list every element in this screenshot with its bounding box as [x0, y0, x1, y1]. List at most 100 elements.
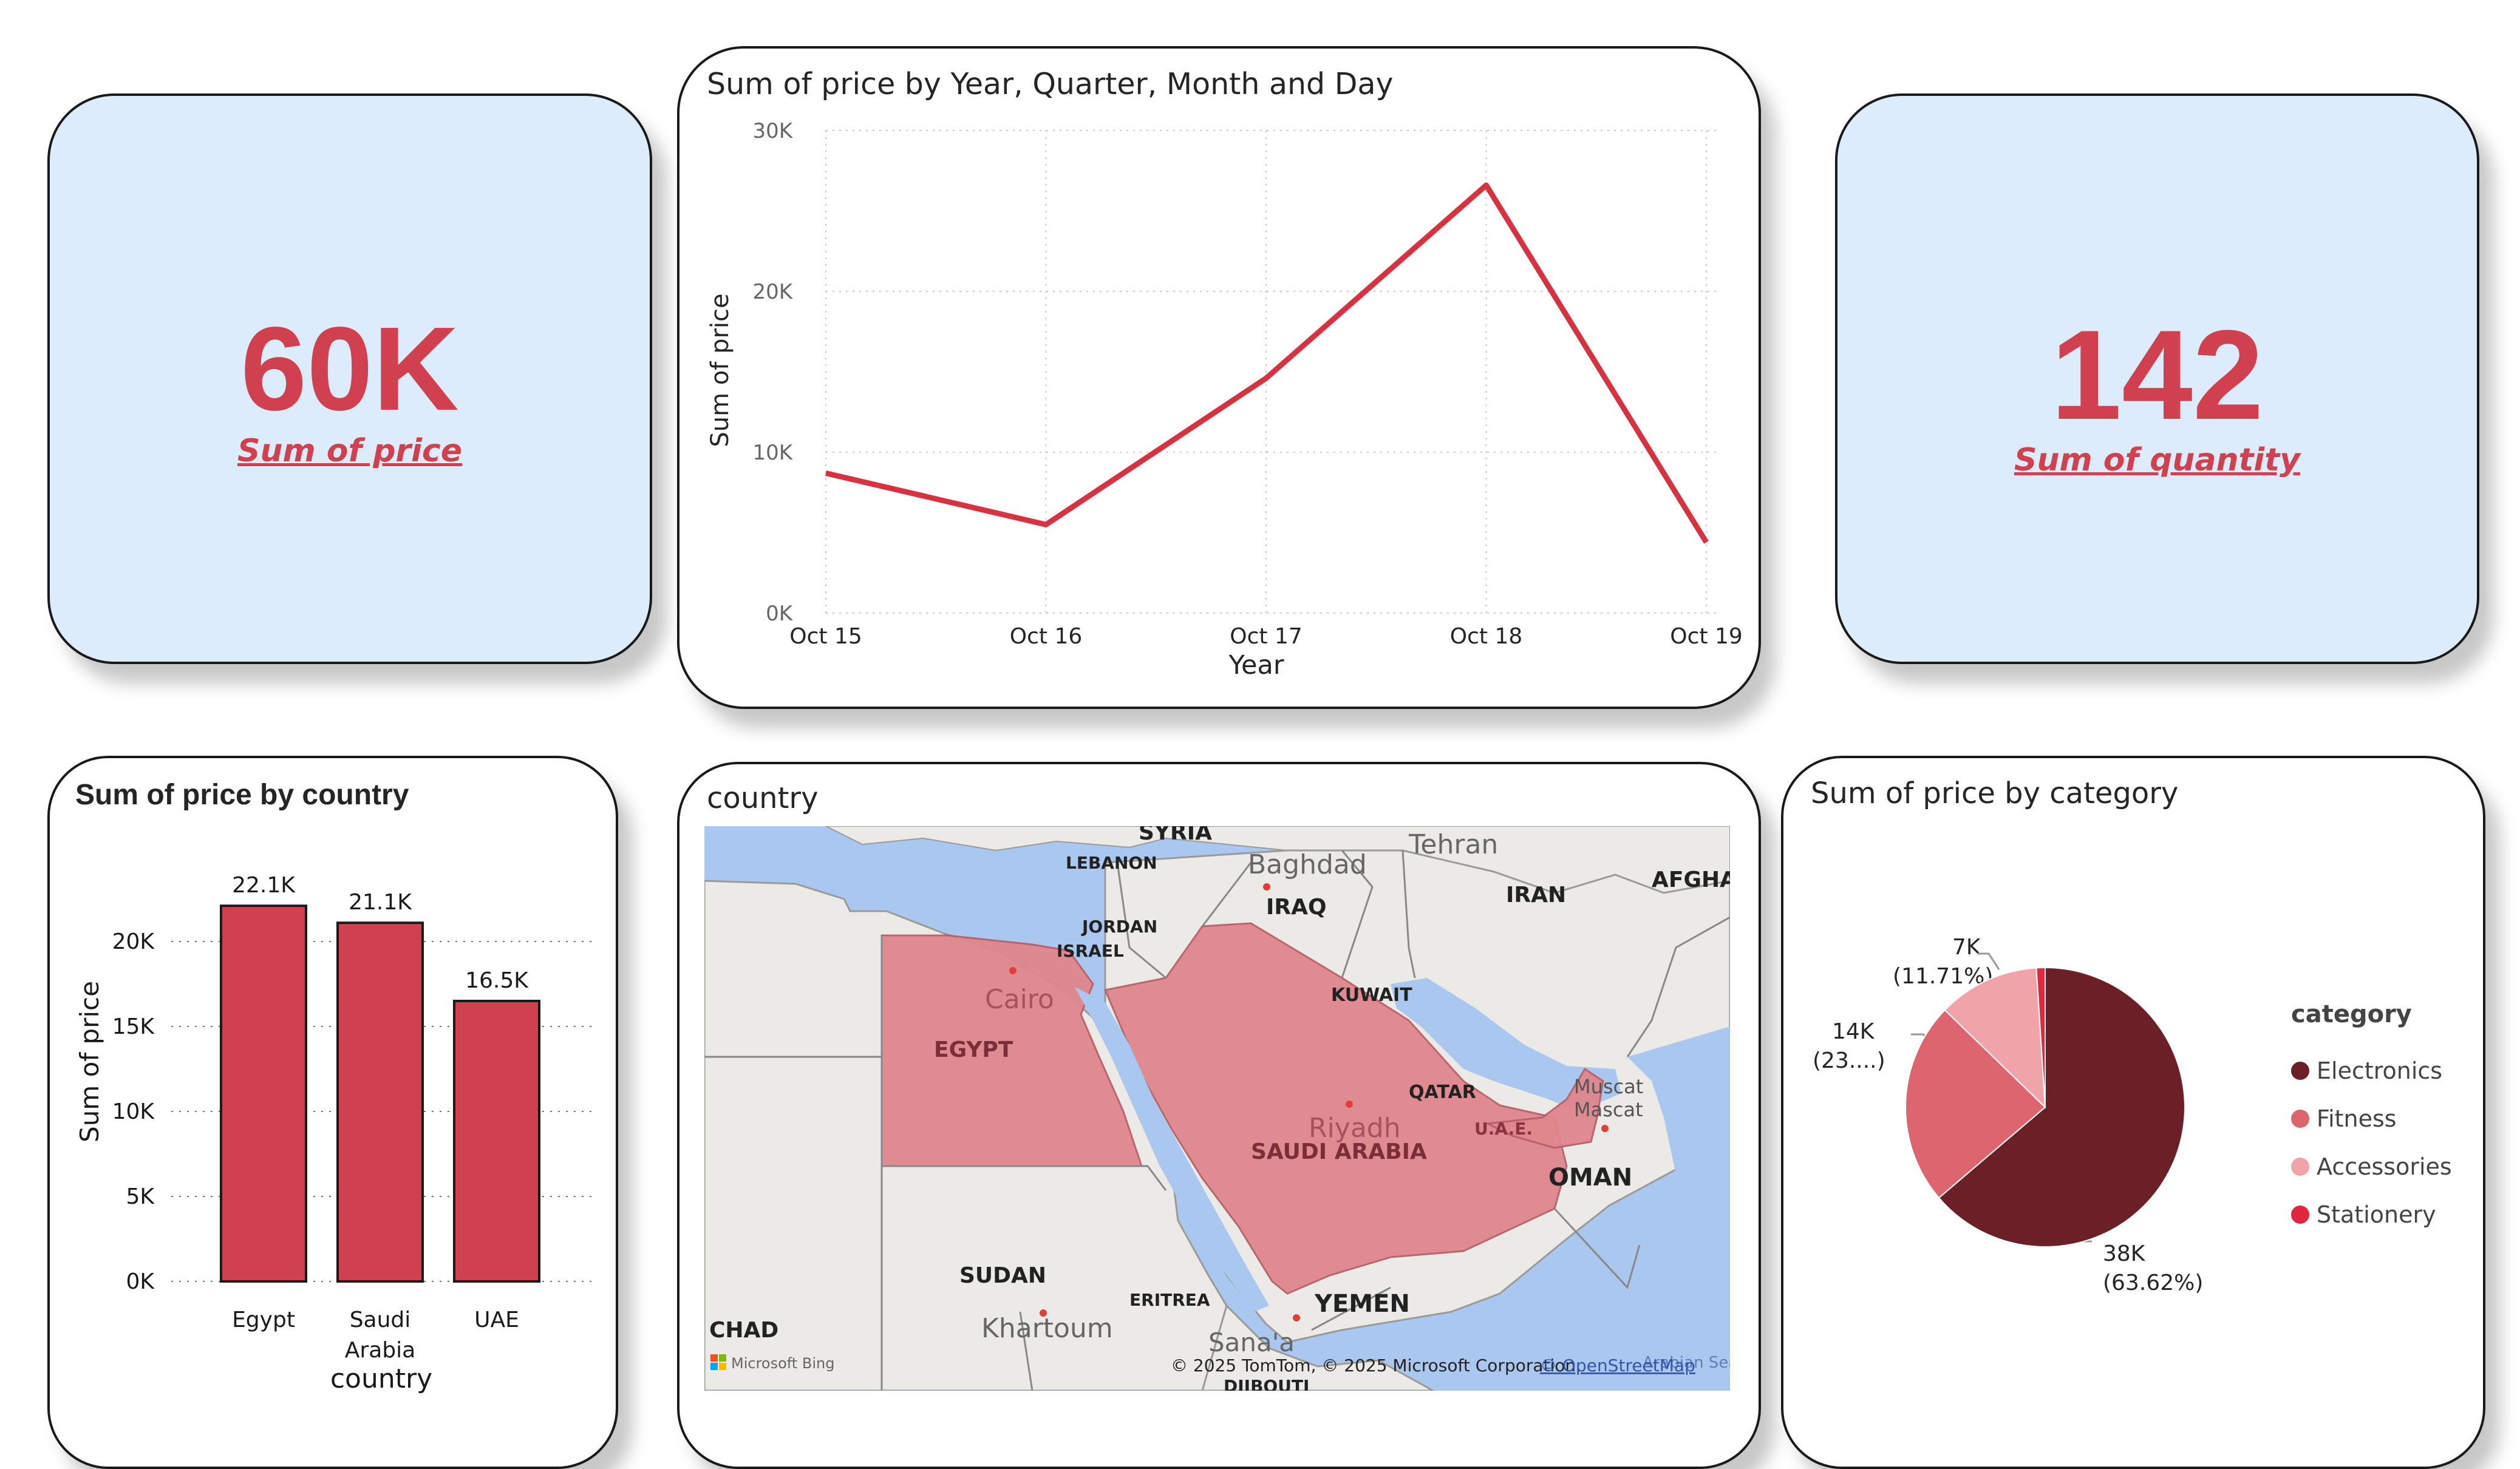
bar-data-label: 22.1K — [232, 873, 296, 898]
pie-leader-7k — [1978, 952, 2000, 970]
bar-y-tick: 15K — [112, 1014, 155, 1039]
map-label-israel: ISRAEL — [1057, 941, 1124, 961]
map-view[interactable]: SYRIA LEBANON JORDAN ISRAEL IRAQ IRAN AF… — [704, 826, 1730, 1391]
microsoft-bing-logo: Microsoft Bing — [710, 1354, 834, 1372]
line-y-tick: 0K — [766, 602, 794, 626]
map-city-dot — [1601, 1125, 1609, 1132]
map-label-egypt: EGYPT — [934, 1037, 1013, 1062]
pie-slice-fitness[interactable] — [1905, 1009, 2046, 1199]
map-city-muscat: Muscat — [1574, 1075, 1643, 1098]
line-chart-y-title: Sum of price — [706, 293, 734, 447]
bar-data-label: 16.5K — [465, 968, 529, 993]
map-city-sanaa: Sana'a — [1208, 1328, 1295, 1357]
pie-slice-electronics[interactable] — [1938, 966, 2185, 1247]
line-series-price[interactable] — [825, 182, 1709, 544]
bar-x-tick: Egypt — [232, 1308, 295, 1332]
legend-label-fitness[interactable]: Fitness — [2317, 1105, 2397, 1132]
kpi-price-value: 60K — [240, 302, 459, 435]
line-chart-plot: Sum of price Year 0K 10K 20K 30K Oct 15 Oct 1… — [706, 119, 1743, 680]
map-city-dot — [1263, 883, 1270, 891]
bar-y-tick: 10K — [112, 1099, 155, 1124]
legend-label-stationery[interactable]: Stationery — [2317, 1201, 2436, 1228]
bar-y-tick: 5K — [126, 1184, 155, 1209]
map-credit: © 2025 TomTom, © 2025 Microsoft Corporat… — [1171, 1355, 1581, 1376]
legend-marker-stationery — [2291, 1206, 2309, 1224]
line-chart-title: Sum of price by Year, Quarter, Month and… — [707, 67, 1394, 101]
bar-chart-plot: Sum of price country 0K 5K 10K 15K 20K 22.1K E… — [75, 873, 591, 1394]
map-label-yemen: YEMEN — [1314, 1290, 1410, 1318]
map-city-mascat: Mascat — [1574, 1098, 1643, 1121]
legend-label-accessories[interactable]: Accessories — [2317, 1153, 2452, 1180]
line-y-tick: 30K — [752, 119, 793, 143]
bar-data-label: 21.1K — [349, 890, 412, 915]
map-region-uae[interactable] — [1484, 1067, 1604, 1149]
map-label-djibouti: DJIBOUTI — [1224, 1376, 1309, 1391]
map-label-arabian-sea: Arabian Sea — [1643, 1354, 1730, 1372]
legend-marker-electronics — [2291, 1062, 2309, 1080]
bar-chart-card[interactable]: Sum of price by country Sum of price cou… — [47, 756, 618, 1469]
map-title: country — [707, 781, 819, 815]
map-label-uae: U.A.E. — [1474, 1119, 1533, 1139]
pie-slice-stationery[interactable] — [2035, 966, 2046, 1108]
pie-chart-plot: 38K (63.62%) 14K (23....) 7K (11.71%) ca… — [1813, 935, 2452, 1295]
map-label-oman: OMAN — [1548, 1164, 1632, 1192]
pie-label-14k-pct: (23....) — [1813, 1048, 1885, 1073]
line-y-tick: 10K — [752, 441, 793, 465]
line-y-tick: 20K — [752, 280, 793, 304]
map-water-gulf — [1391, 978, 1621, 1111]
map-label-kuwait: KUWAIT — [1331, 985, 1412, 1006]
map-credit-link[interactable]: © OpenStreetMap — [1540, 1355, 1695, 1376]
pie-label-38k: 38K — [2103, 1241, 2146, 1266]
map-label-chad: CHAD — [709, 1318, 778, 1343]
bar-x-tick: Arabia — [345, 1338, 415, 1363]
map-water-oman — [1494, 1026, 1730, 1391]
map-city-dot — [1346, 1101, 1353, 1108]
bar-x-tick: UAE — [474, 1308, 519, 1332]
legend-label-electronics[interactable]: Electronics — [2317, 1057, 2442, 1084]
map-city-riyadh: Riyadh — [1309, 1113, 1401, 1144]
line-chart-card[interactable]: Sum of price by Year, Quarter, Month and… — [677, 46, 1761, 709]
bar-uae[interactable] — [453, 1000, 540, 1283]
map-city-baghdad: Baghdad — [1248, 849, 1367, 880]
map-city-khartoum: Khartoum — [981, 1313, 1113, 1344]
legend-marker-fitness — [2291, 1110, 2309, 1128]
map-region-saudi[interactable] — [1103, 922, 1568, 1295]
bar-x-tick: Saudi — [350, 1308, 411, 1332]
map-water-red-sea — [1075, 987, 1269, 1312]
map-city-cairo: Cairo — [985, 984, 1054, 1015]
map-city-dot — [1040, 1309, 1047, 1317]
line-x-tick: Oct 19 — [1670, 624, 1743, 649]
map-label-jordan: JORDAN — [1081, 917, 1157, 937]
bar-saudi-arabia[interactable] — [336, 921, 424, 1283]
map-card[interactable]: country SYRIA LEBANON JORDAN ISRAEL IRAQ — [677, 762, 1761, 1469]
map-land-horn — [1201, 1304, 1435, 1391]
legend-marker-accessories — [2291, 1158, 2309, 1176]
map-label-qatar: QATAR — [1409, 1082, 1476, 1103]
map-city-dot — [1009, 967, 1017, 974]
map-label-afgha: AFGHA — [1652, 867, 1730, 892]
map-city-dot — [1293, 1314, 1300, 1321]
pie-chart-card[interactable]: Sum of price by category 38K (63.62%) 14… — [1781, 756, 2485, 1469]
kpi-card-quantity[interactable]: 142 Sum of quantity — [1835, 93, 2479, 664]
map-label-eritrea: ERITREA — [1129, 1290, 1210, 1310]
kpi-card-price[interactable]: 60K Sum of price — [47, 93, 652, 664]
map-border-lines — [704, 850, 1730, 1391]
map-label-syria: SYRIA — [1139, 826, 1212, 845]
pie-label-7k: 7K — [1952, 935, 1981, 960]
map-label-iran: IRAN — [1506, 883, 1566, 908]
pie-slice-accessories[interactable] — [1944, 967, 2046, 1109]
bar-chart-y-title: Sum of price — [75, 981, 104, 1142]
kpi-quantity-value: 142 — [2051, 304, 2264, 446]
pie-label-14k: 14K — [1832, 1019, 1875, 1044]
map-label-sudan: SUDAN — [959, 1263, 1046, 1288]
pie-label-7k-pct: (11.71%) — [1893, 964, 1993, 989]
line-x-tick: Oct 18 — [1450, 624, 1523, 649]
map-label-lebanon: LEBANON — [1066, 853, 1157, 873]
kpi-quantity-label: Sum of quantity — [2014, 442, 2300, 478]
line-x-tick: Oct 17 — [1230, 624, 1303, 649]
map-label-iraq: IRAQ — [1266, 895, 1327, 920]
map-city-tehran: Tehran — [1408, 829, 1498, 860]
map-label-saudi: SAUDI ARABIA — [1251, 1139, 1427, 1164]
pie-chart-title: Sum of price by category — [1811, 776, 2179, 810]
bar-egypt[interactable] — [220, 904, 307, 1283]
